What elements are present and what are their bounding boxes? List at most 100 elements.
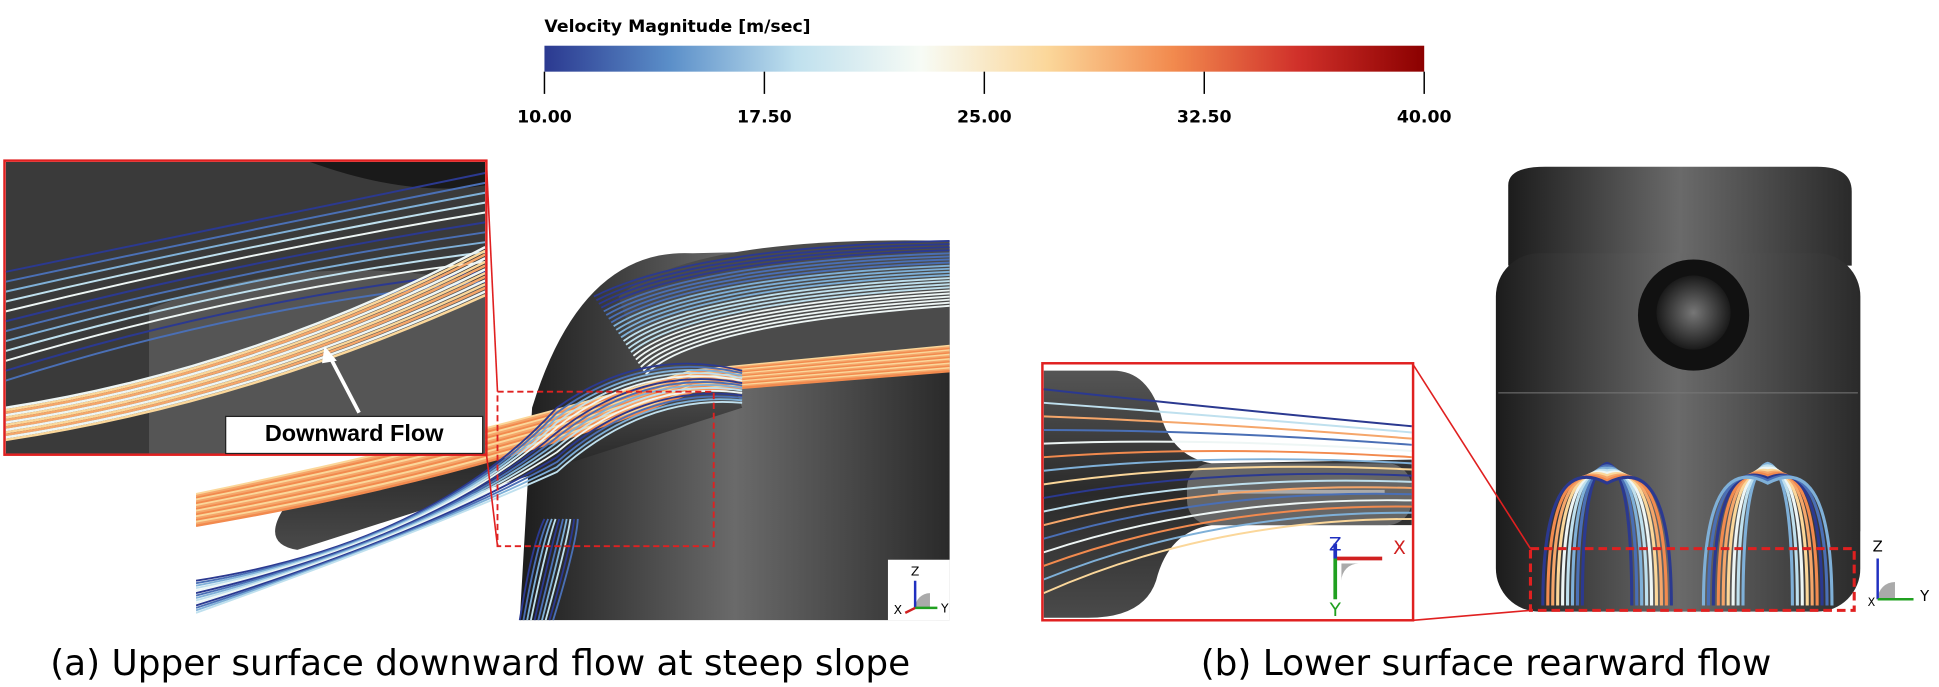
inset-b [1043, 364, 1412, 620]
streamline [1741, 461, 1794, 606]
streamline [196, 369, 950, 527]
streamline [5, 201, 486, 303]
streamline [1043, 479, 1412, 513]
streamline [1561, 470, 1654, 606]
streamline [635, 292, 950, 361]
streamline [1575, 464, 1639, 606]
streamline [5, 253, 486, 414]
zoom-region [1528, 547, 1856, 612]
streamline [541, 518, 568, 621]
streamline [1043, 465, 1412, 486]
streamline [5, 221, 486, 323]
streamline [595, 243, 950, 302]
streamline [1721, 470, 1814, 606]
streamline [615, 267, 950, 331]
streamline [5, 268, 486, 424]
streamline [608, 258, 950, 320]
streamline [605, 255, 950, 316]
streamline [1580, 461, 1634, 606]
colorbar-title: Velocity Magnitude [m/sec] [544, 17, 810, 37]
streamline [5, 290, 486, 439]
colorbar-tick-label: 25.00 [957, 107, 1012, 127]
streamline [622, 277, 950, 342]
streamline [1043, 450, 1412, 459]
streamline [642, 301, 950, 372]
inset-frame [1041, 362, 1415, 622]
streamline [1043, 505, 1412, 567]
streamline [196, 395, 743, 609]
streamline [196, 372, 743, 590]
streamline [1043, 517, 1412, 594]
streamline [1556, 472, 1659, 606]
streamline [1043, 388, 1412, 428]
streamline [529, 518, 557, 621]
streamline [593, 240, 950, 298]
streamline [5, 279, 486, 432]
caption: (a) Upper surface downward flow at steep… [50, 643, 910, 684]
axis-label: Z [1329, 534, 1342, 555]
streamline [598, 246, 950, 305]
colorbar-ticks: 10.00 17.50 25.00 32.50 40.00 [517, 71, 1452, 127]
streamline [1043, 499, 1412, 554]
axis-triad: Z X Y [887, 559, 950, 621]
streamline [613, 264, 950, 327]
streamline [645, 304, 950, 376]
annotation: Downward Flow [265, 420, 444, 446]
axis-label: X [1868, 596, 1876, 609]
streamline [5, 211, 486, 313]
colorbar-tick-label: 17.50 [737, 107, 792, 127]
inset-frame [3, 159, 488, 456]
axis-label: Z [1873, 538, 1883, 555]
streamline [196, 401, 743, 614]
axis-label: Y [1919, 588, 1930, 605]
streamline [196, 365, 743, 585]
streamline [627, 283, 950, 350]
streamline [526, 518, 553, 621]
streamline [1043, 472, 1412, 499]
streamline [5, 246, 486, 409]
streamline [196, 389, 743, 604]
axis-label: Y [1329, 600, 1342, 621]
streamline [1706, 474, 1829, 606]
streamline [5, 275, 486, 429]
streamline [1551, 473, 1663, 606]
streamline [603, 252, 950, 313]
streamline [5, 260, 486, 419]
streamline [1711, 473, 1824, 606]
colorbar-tick-label: 10.00 [517, 107, 572, 127]
streamline [5, 257, 486, 417]
streamline [1701, 475, 1834, 606]
streamline [1043, 415, 1412, 440]
streamline [5, 294, 486, 442]
streamline [1565, 468, 1649, 606]
streamline [610, 261, 950, 324]
streamline [5, 286, 486, 437]
streamline [196, 368, 743, 587]
streamline [522, 518, 550, 621]
streamline [1043, 440, 1412, 452]
streamline [618, 270, 950, 335]
axis-label: X [894, 603, 903, 617]
render-b [1495, 166, 1861, 612]
streamline [5, 283, 486, 434]
streamline [196, 378, 743, 594]
annotation-box [225, 415, 484, 455]
axis-triad: Z X Y [1329, 534, 1407, 620]
zoom-region [496, 390, 715, 548]
streamline [1043, 492, 1412, 540]
streamline [196, 375, 743, 592]
streamline [196, 384, 743, 599]
streamline [620, 273, 950, 339]
streamline [1043, 458, 1412, 472]
streamline [1043, 401, 1412, 434]
streamline [533, 518, 561, 621]
streamline [196, 398, 743, 612]
axis-label: X [1393, 538, 1406, 559]
streamline [5, 241, 486, 342]
streamline [1716, 472, 1819, 606]
streamline [632, 289, 950, 357]
streamline [1043, 429, 1412, 446]
streamline [1541, 475, 1673, 606]
streamline [5, 191, 486, 293]
